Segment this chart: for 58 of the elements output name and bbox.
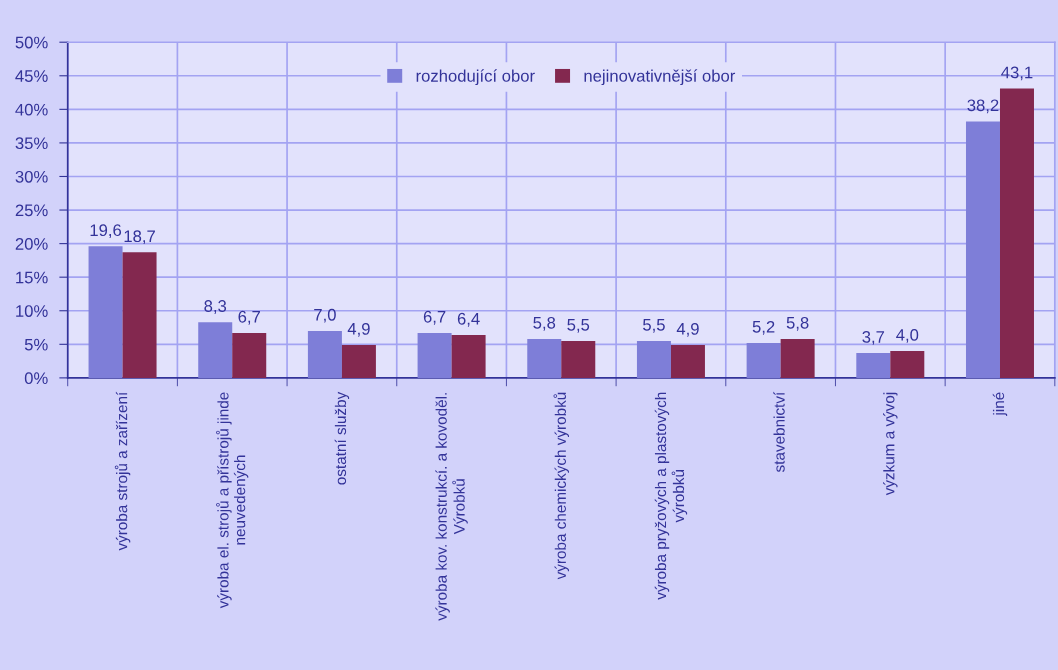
- x-tick-label: jiné: [992, 392, 1008, 416]
- bar: [451, 334, 486, 378]
- bar: [198, 322, 233, 378]
- data-label: 6,7: [423, 310, 446, 325]
- y-tick-label: 45%: [15, 70, 48, 82]
- data-label: 5,2: [752, 320, 775, 335]
- data-label: 38,2: [967, 99, 999, 114]
- y-tick-label: 20%: [15, 238, 48, 250]
- bar: [746, 342, 781, 378]
- bar: [890, 351, 925, 378]
- y-tick-label: 50%: [15, 36, 48, 49]
- x-tick-label: výroba pryžových a plastových výrobků: [654, 392, 688, 600]
- data-label: 6,4: [457, 312, 480, 327]
- y-tick-label: 15%: [16, 271, 48, 284]
- bar: [670, 344, 705, 378]
- x-tick-label: ostatní služby: [334, 391, 350, 485]
- data-label: 4,0: [896, 328, 919, 343]
- bar: [856, 353, 891, 378]
- data-label: 4,9: [676, 322, 699, 337]
- data-label: 6,7: [238, 310, 260, 325]
- data-label: 3,7: [862, 331, 885, 345]
- data-label: 18,7: [124, 230, 155, 245]
- bar: [88, 246, 123, 378]
- data-label: 7,0: [314, 308, 336, 323]
- bar: [780, 338, 815, 378]
- bar: [307, 330, 342, 378]
- bar: [417, 332, 452, 378]
- bar: [636, 340, 671, 378]
- y-tick-label: 5%: [24, 338, 48, 351]
- bar: [965, 121, 1000, 378]
- y-tick-label: 30%: [15, 170, 48, 183]
- data-label: 19,6: [90, 224, 122, 239]
- y-tick-label: 25%: [15, 204, 48, 217]
- bar: [341, 344, 376, 378]
- x-tick-label: výroba strojů a zařízení: [114, 391, 131, 551]
- bar: [122, 252, 157, 378]
- data-label: 5,8: [786, 316, 809, 331]
- y-tick-label: 35%: [15, 137, 48, 150]
- y-tick-label: 0%: [24, 372, 48, 385]
- legend-label: nejinovativnější obor: [584, 69, 736, 86]
- data-label: 43,1: [1001, 66, 1033, 81]
- legend-label: rozhodující obor: [416, 69, 535, 86]
- x-tick-label: výroba kov. konstrukcí. a kovoděl. Výrobků: [435, 393, 468, 621]
- x-tick-label: výroba chemických výrobků: [553, 392, 570, 580]
- x-tick-label: stavebnictví: [773, 391, 785, 473]
- bar: [561, 340, 596, 378]
- y-tick-label: 40%: [15, 103, 48, 116]
- bar: [232, 332, 267, 378]
- x-tick-label: výroba el. strojů a přístrojů jinde neuvedených: [216, 392, 249, 609]
- data-label: 5,5: [643, 319, 665, 333]
- data-label: 5,5: [567, 319, 590, 333]
- data-label: 8,3: [204, 300, 227, 314]
- bar: [527, 338, 562, 378]
- bar: [999, 88, 1034, 378]
- data-label: 4,9: [347, 322, 370, 337]
- y-tick-label: 10%: [16, 305, 48, 317]
- x-tick-label: výzkum a vývoj: [883, 392, 898, 496]
- data-label: 5,8: [533, 316, 556, 331]
